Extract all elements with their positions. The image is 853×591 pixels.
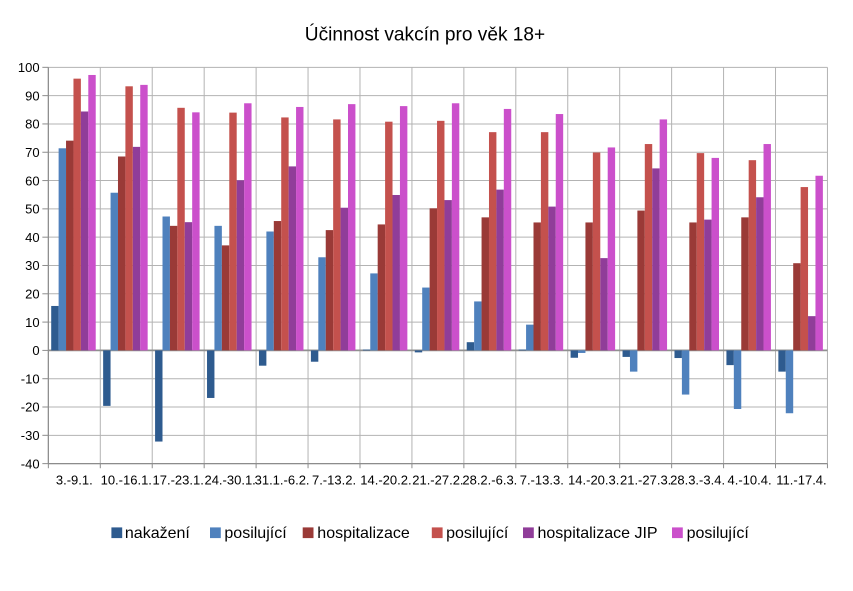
svg-text:14.-20.2.: 14.-20.2. — [360, 472, 411, 487]
svg-text:24.-30.1.: 24.-30.1. — [204, 472, 255, 487]
svg-text:28.3.-3.4.: 28.3.-3.4. — [670, 472, 725, 487]
svg-text:50: 50 — [25, 202, 39, 217]
svg-text:0: 0 — [32, 343, 39, 358]
svg-text:30: 30 — [25, 258, 39, 273]
svg-text:21.-27.2.: 21.-27.2. — [412, 472, 463, 487]
svg-text:40: 40 — [25, 230, 39, 245]
svg-text:hospitalizace: hospitalizace — [317, 525, 410, 542]
svg-text:60: 60 — [25, 173, 39, 188]
svg-text:Účinnost vakcín pro věk 18+: Účinnost vakcín pro věk 18+ — [305, 24, 545, 46]
svg-text:-20: -20 — [21, 400, 40, 415]
svg-text:90: 90 — [25, 88, 39, 103]
svg-text:20: 20 — [25, 286, 39, 301]
svg-text:28.2.-6.3.: 28.2.-6.3. — [462, 472, 517, 487]
svg-text:14.-20.3.: 14.-20.3. — [568, 472, 619, 487]
svg-text:hospitalizace JIP: hospitalizace JIP — [538, 525, 658, 542]
svg-text:31.1.-6.2.: 31.1.-6.2. — [255, 472, 310, 487]
svg-text:70: 70 — [25, 145, 39, 160]
svg-text:21.-27.3.: 21.-27.3. — [620, 472, 671, 487]
svg-text:-10: -10 — [21, 371, 40, 386]
svg-text:7.-13.2.: 7.-13.2. — [312, 472, 356, 487]
svg-text:posilující: posilující — [224, 525, 287, 542]
svg-text:-40: -40 — [21, 456, 40, 471]
svg-text:10: 10 — [25, 315, 39, 330]
svg-text:posilující: posilující — [687, 525, 750, 542]
svg-text:80: 80 — [25, 117, 39, 132]
svg-text:17.-23.1.: 17.-23.1. — [153, 472, 204, 487]
svg-text:nakažení: nakažení — [125, 525, 190, 542]
svg-text:100: 100 — [18, 60, 40, 75]
svg-text:10.-16.1.: 10.-16.1. — [101, 472, 152, 487]
svg-text:-30: -30 — [21, 428, 40, 443]
svg-text:4.-10.4.: 4.-10.4. — [727, 472, 771, 487]
svg-text:3.-9.1.: 3.-9.1. — [56, 472, 93, 487]
svg-text:11.-17.4.: 11.-17.4. — [776, 472, 826, 487]
svg-text:posilující: posilující — [446, 525, 509, 542]
svg-text:7.-13.3.: 7.-13.3. — [520, 472, 564, 487]
